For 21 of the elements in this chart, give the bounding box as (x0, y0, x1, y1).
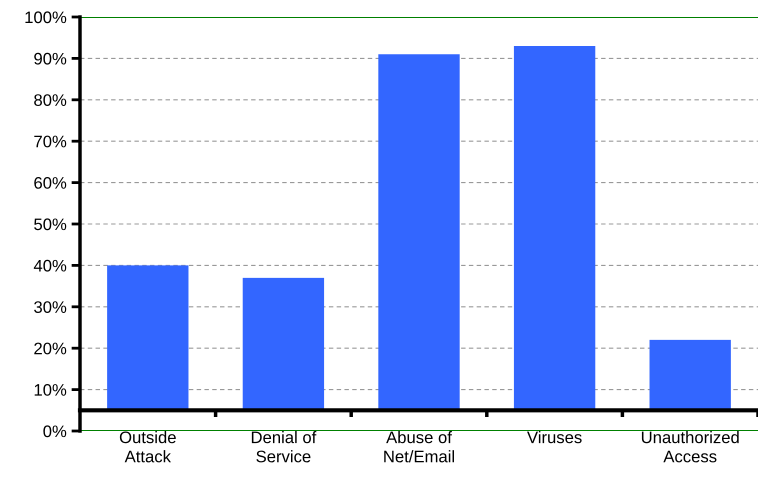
bar (650, 340, 731, 410)
bar (107, 265, 188, 410)
y-tick-label: 70% (34, 136, 66, 148)
y-tick-label: 10% (34, 384, 66, 396)
y-tick-label: 80% (34, 94, 66, 106)
x-tick-label: Denial of Service (252, 431, 316, 462)
bar (514, 46, 596, 410)
y-tick-label: 50% (34, 218, 66, 230)
x-tick-label: Abuse of Net/Email (384, 431, 454, 462)
y-tick-label: 30% (34, 301, 66, 314)
bar (378, 54, 460, 410)
x-tick-label: Unauthorized Access (642, 431, 739, 462)
x-tick-label: Outside Attack (120, 431, 176, 462)
y-tick-label: 0% (43, 425, 66, 438)
y-tick-label: 60% (34, 177, 66, 189)
y-tick-label: 90% (34, 52, 66, 65)
x-tick-label: Viruses (527, 431, 582, 444)
bar (242, 278, 324, 410)
y-tick-label: 20% (34, 342, 66, 354)
y-tick-label: 100% (25, 11, 66, 24)
y-tick-label: 40% (34, 260, 66, 272)
